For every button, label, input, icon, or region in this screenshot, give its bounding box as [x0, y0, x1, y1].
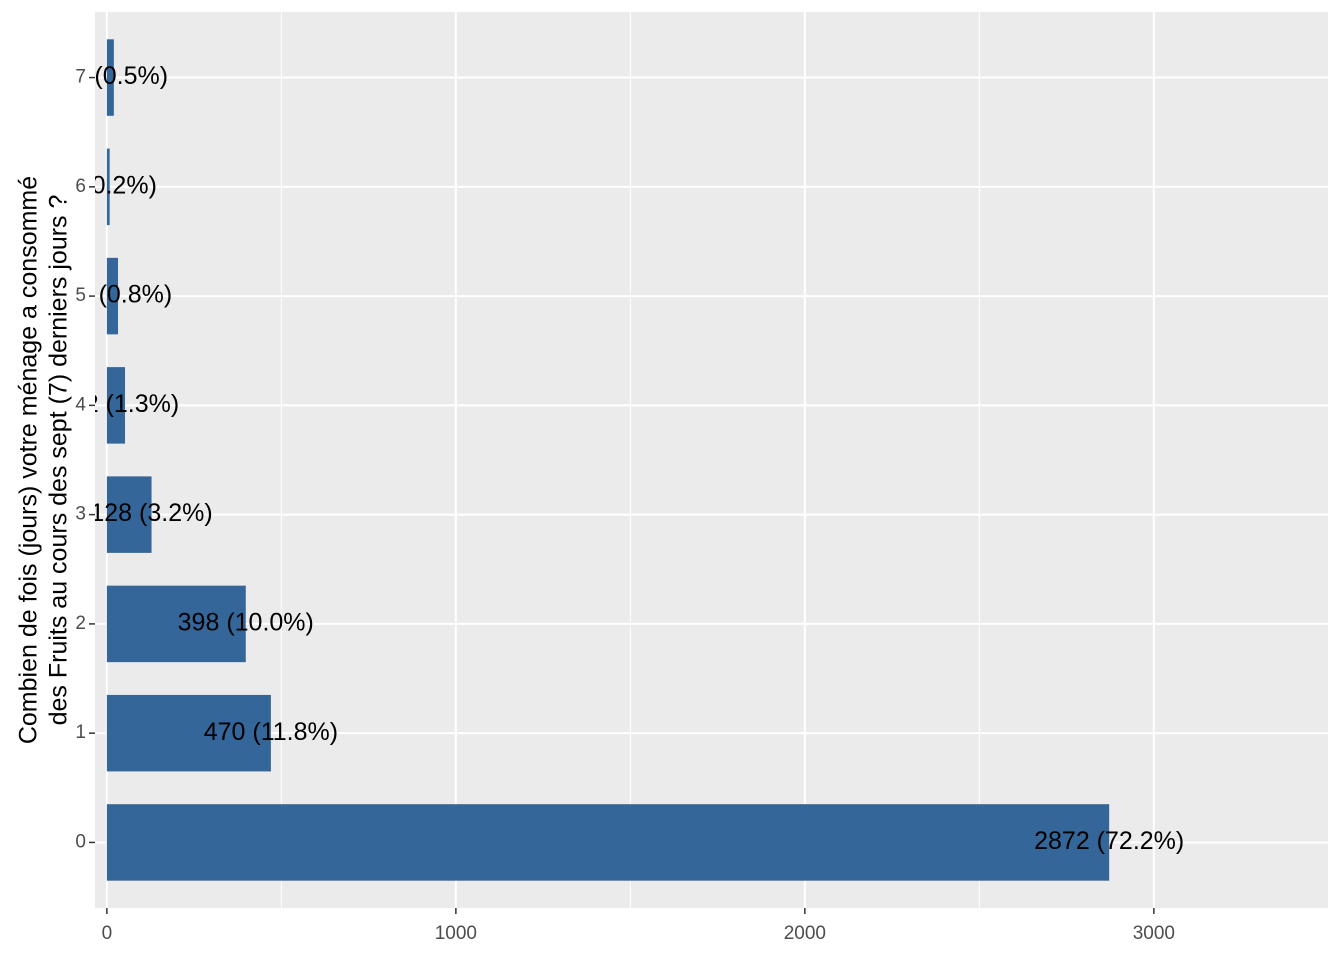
- bar: [106, 476, 152, 553]
- y-tick-label: 3: [75, 504, 86, 525]
- y-tick-label: 1: [75, 722, 86, 743]
- bar: [106, 804, 1110, 881]
- y-tick-label: 7: [75, 67, 86, 88]
- bar: [106, 148, 110, 226]
- y-tick-label: 4: [75, 394, 86, 415]
- x-tick-label: 1000: [435, 923, 477, 944]
- x-tick-label: 2000: [784, 923, 826, 944]
- value-label: 32 (0.8%): [64, 281, 172, 309]
- value-labels: 2872 (72.2%) 470 (11.8%) 398 (10.0%) 128 (3…: [60, 62, 1184, 855]
- y-tick-label: 2: [75, 613, 86, 634]
- y-tick-label: 6: [75, 176, 86, 197]
- value-label: 398 (10.0%): [178, 609, 314, 637]
- value-label: 20 (0.5%): [60, 62, 168, 90]
- y-tick-label: 5: [75, 285, 86, 306]
- value-label: 8 (0.2%): [62, 171, 156, 199]
- y-title-line: des Fruits au cours des sept (7) dernier…: [45, 195, 73, 726]
- x-tick-label: 0: [102, 923, 113, 944]
- value-label: 52 (1.3%): [71, 390, 179, 418]
- bar: [106, 39, 114, 116]
- value-label: 470 (11.8%): [204, 718, 338, 746]
- axes: 0 1000 2000 3000 0 1 2 3 4 5 6 7: [75, 67, 1175, 944]
- bar: [106, 694, 271, 772]
- bar: [106, 585, 246, 663]
- panel: [95, 12, 1328, 908]
- y-title-line: Combien de fois (jours) votre ménage a c…: [15, 176, 43, 744]
- y-axis-title: Combien de fois (jours) votre ménage a c…: [15, 176, 73, 744]
- bar: [106, 257, 119, 335]
- bars: [106, 39, 1110, 881]
- bar: [106, 367, 126, 444]
- value-label: 2872 (72.2%): [1034, 827, 1184, 855]
- x-tick-label: 3000: [1133, 923, 1175, 944]
- value-label: 128 (3.2%): [90, 499, 212, 527]
- y-tick-label: 0: [75, 831, 86, 852]
